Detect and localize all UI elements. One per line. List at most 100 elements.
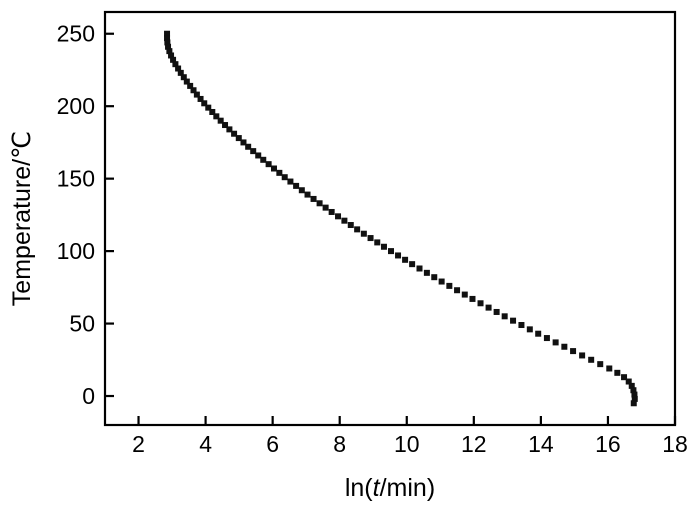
data-point <box>175 65 182 72</box>
y-tick-label: 200 <box>57 93 95 119</box>
data-point <box>380 243 387 250</box>
data-point <box>606 365 613 372</box>
data-point <box>347 222 354 229</box>
data-point <box>205 104 212 111</box>
data-point <box>226 126 233 133</box>
data-point <box>454 287 461 294</box>
data-point <box>170 56 177 63</box>
data-point <box>197 95 204 102</box>
data-point <box>388 248 395 255</box>
data-point <box>625 378 632 385</box>
data-point <box>518 322 525 329</box>
data-point <box>535 330 542 337</box>
data-point <box>310 195 317 202</box>
data-point <box>177 69 184 76</box>
x-tick-label: 8 <box>333 431 346 457</box>
data-point <box>628 382 635 389</box>
x-tick-label: 14 <box>528 431 554 457</box>
y-tick-label: 0 <box>82 383 95 409</box>
data-point <box>190 87 197 94</box>
data-point <box>209 108 216 115</box>
y-tick-label: 100 <box>57 238 95 264</box>
data-point <box>354 226 361 233</box>
data-point <box>552 339 559 346</box>
data-point <box>630 387 637 394</box>
data-point <box>630 400 637 407</box>
data-point <box>614 369 621 376</box>
data-point <box>597 361 604 368</box>
data-point <box>250 148 257 155</box>
data-point <box>328 208 335 215</box>
x-tick-label: 10 <box>394 431 420 457</box>
y-axis: 0 50 100 150 200 250 <box>57 21 114 409</box>
data-point <box>588 356 595 363</box>
data-point <box>180 74 187 81</box>
data-point <box>217 117 224 124</box>
data-point <box>293 182 300 189</box>
data-point <box>579 352 586 359</box>
data-point <box>431 274 438 281</box>
data-point <box>265 161 272 168</box>
x-tick-label: 16 <box>595 431 621 457</box>
data-point <box>235 135 242 142</box>
data-point <box>201 100 208 107</box>
scatter-series <box>164 30 638 407</box>
data-point <box>260 156 267 163</box>
x-tick-label: 6 <box>266 431 279 457</box>
data-point <box>461 291 468 298</box>
data-point <box>374 239 381 246</box>
data-point <box>164 35 171 42</box>
data-point <box>231 130 238 137</box>
x-axis-title: ln(t/min) <box>345 474 435 502</box>
data-point <box>270 165 277 172</box>
data-point <box>485 304 492 311</box>
data-point <box>213 113 220 120</box>
y-axis-title: Temperature/℃ <box>8 131 36 306</box>
data-point <box>222 122 229 129</box>
plot-frame <box>103 10 677 427</box>
data-point <box>298 187 305 194</box>
data-point <box>281 174 288 181</box>
x-tick-label: 4 <box>199 431 212 457</box>
data-point <box>395 252 402 259</box>
x-tick-label: 12 <box>461 431 487 457</box>
data-point <box>172 61 179 68</box>
data-point <box>501 313 508 320</box>
x-tick-label: 2 <box>132 431 145 457</box>
x-axis: 2 4 6 8 10 12 14 16 18 <box>132 416 688 457</box>
data-point <box>187 82 194 89</box>
y-tick-label: 50 <box>69 311 95 337</box>
data-point <box>446 282 453 289</box>
data-point <box>276 169 283 176</box>
data-point <box>166 48 173 55</box>
data-point <box>570 348 577 355</box>
data-point <box>631 395 638 402</box>
data-point <box>322 204 329 211</box>
data-point <box>477 300 484 307</box>
data-point <box>255 152 262 159</box>
data-point <box>543 335 550 342</box>
data-point <box>335 213 342 220</box>
data-point <box>621 374 628 381</box>
data-point <box>164 39 171 46</box>
data-point <box>438 278 445 285</box>
data-point <box>631 391 638 398</box>
data-point <box>287 178 294 185</box>
data-point <box>423 269 430 276</box>
data-point <box>164 30 171 37</box>
data-point <box>416 265 423 272</box>
data-point <box>240 139 247 146</box>
data-point <box>165 43 172 50</box>
data-point <box>183 78 190 85</box>
data-point <box>367 235 374 242</box>
data-point <box>316 200 323 207</box>
data-point <box>168 52 175 59</box>
y-tick-label: 150 <box>57 166 95 192</box>
data-point <box>526 326 533 333</box>
data-point <box>510 317 517 324</box>
data-point <box>304 191 311 198</box>
data-point <box>245 143 252 150</box>
